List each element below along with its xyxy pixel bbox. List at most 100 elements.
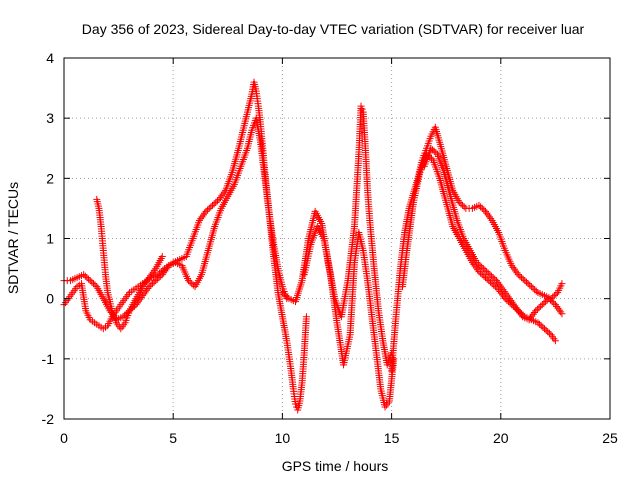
- data-point: [489, 274, 497, 282]
- data-point: [535, 304, 543, 312]
- data-point: [188, 280, 196, 288]
- data-point: [518, 274, 526, 282]
- data-point: [526, 281, 534, 289]
- data-point: [88, 278, 96, 286]
- y-tick-labels: -2 -1 0 1 2 3 4: [42, 50, 55, 427]
- data-point: [473, 259, 481, 267]
- data-point: [553, 302, 561, 310]
- data-point: [536, 320, 544, 328]
- data-point: [483, 268, 491, 276]
- data-point: [485, 277, 493, 285]
- data-point: [432, 149, 440, 157]
- data-point: [550, 299, 558, 307]
- data-point: [515, 307, 523, 315]
- data-point: [511, 302, 519, 310]
- data-point: [486, 278, 494, 286]
- data-point: [140, 281, 148, 289]
- x-tick-label: 10: [275, 430, 291, 446]
- data-point: [143, 286, 151, 294]
- data-point: [491, 275, 499, 283]
- data-point: [139, 283, 147, 291]
- data-point: [139, 292, 147, 300]
- data-point: [474, 266, 482, 274]
- data-point: [486, 271, 494, 279]
- data-point: [482, 207, 490, 215]
- data-point: [209, 201, 217, 209]
- data-point: [551, 337, 559, 345]
- data-point: [143, 277, 151, 285]
- data-point: [509, 263, 517, 271]
- data-point: [521, 277, 529, 285]
- data-point: [490, 281, 498, 289]
- data-point: [488, 272, 496, 280]
- data-point: [144, 284, 152, 292]
- data-point: [510, 265, 518, 273]
- data-point: [537, 322, 545, 330]
- chart-title: Day 356 of 2023, Sidereal Day-to-day VTE…: [82, 21, 585, 37]
- data-point: [545, 329, 553, 337]
- data-point: [503, 291, 511, 299]
- x-tick-label: 20: [493, 430, 509, 446]
- y-tick-label: -2: [42, 411, 55, 427]
- data-point: [500, 287, 508, 295]
- data-point: [197, 215, 205, 223]
- data-point: [530, 309, 538, 317]
- data-point: [555, 306, 563, 314]
- data-point: [218, 192, 226, 200]
- series-track-1: [60, 78, 310, 414]
- data-point: [278, 289, 286, 297]
- data-point: [216, 194, 224, 202]
- data-point: [537, 302, 545, 310]
- data-point: [499, 286, 507, 294]
- data-point: [80, 271, 88, 279]
- data-point: [358, 105, 366, 113]
- data-point: [481, 266, 489, 274]
- data-point: [480, 206, 488, 214]
- data-point: [427, 155, 435, 163]
- data-point: [283, 293, 291, 301]
- data-point: [551, 301, 559, 309]
- data-point: [483, 275, 491, 283]
- data-point: [557, 308, 565, 316]
- y-tick-label: 2: [46, 170, 54, 186]
- data-point: [495, 280, 503, 288]
- data-point: [161, 267, 169, 275]
- data-point: [282, 292, 290, 300]
- data-point: [153, 275, 161, 283]
- data-point: [207, 203, 215, 211]
- data-point: [477, 203, 485, 211]
- y-axis-label: SDTVAR / TECUs: [5, 182, 21, 294]
- data-point: [507, 296, 515, 304]
- data-point: [540, 299, 548, 307]
- data-point: [460, 203, 468, 211]
- data-point: [538, 301, 546, 309]
- x-axis-label: GPS time / hours: [282, 458, 389, 474]
- data-point: [141, 279, 149, 287]
- x-tick-label: 15: [384, 430, 400, 446]
- data-point: [475, 268, 483, 276]
- data-point: [455, 198, 463, 206]
- data-point: [516, 272, 524, 280]
- x-tick-label: 0: [60, 430, 68, 446]
- data-point: [514, 271, 522, 279]
- data-point: [550, 292, 558, 300]
- data-point: [529, 310, 537, 318]
- data-point: [496, 282, 504, 290]
- y-tick-label: -1: [42, 351, 55, 367]
- data-point: [492, 277, 500, 285]
- data-point: [476, 262, 484, 270]
- data-point: [478, 271, 486, 279]
- data-point: [519, 275, 527, 283]
- data-point: [427, 144, 435, 152]
- data-point: [302, 313, 310, 321]
- data-point: [525, 316, 533, 324]
- data-point: [484, 269, 492, 277]
- y-tick-label: 0: [46, 291, 54, 307]
- axis-ticks: [63, 57, 611, 420]
- data-point: [201, 209, 209, 217]
- data-point: [479, 265, 487, 273]
- y-tick-label: 1: [46, 231, 54, 247]
- data-point: [552, 290, 560, 298]
- data-point: [140, 290, 148, 298]
- data-point: [508, 262, 516, 270]
